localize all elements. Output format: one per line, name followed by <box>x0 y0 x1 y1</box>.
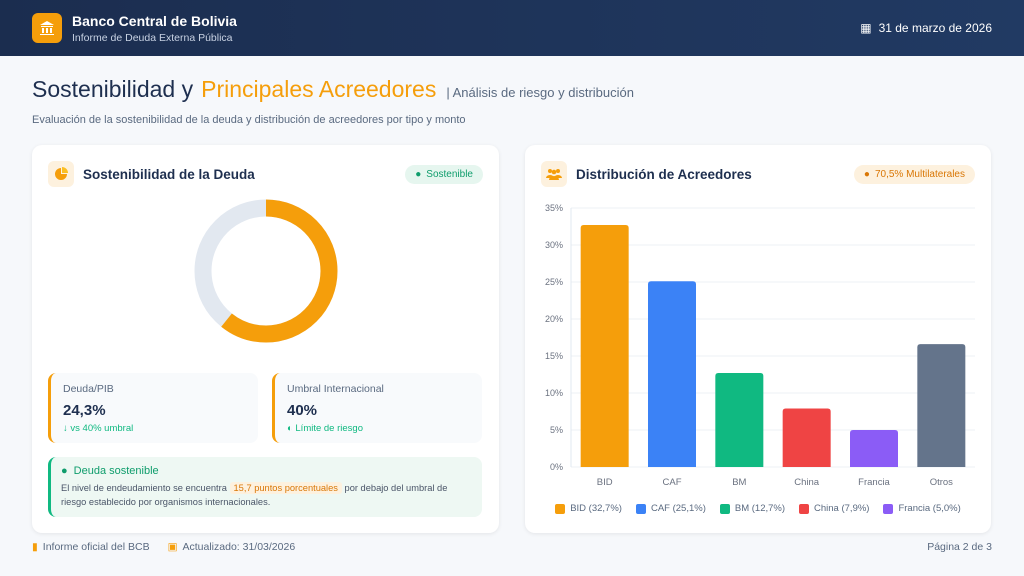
legend-item[interactable]: BID (32,7%) <box>555 503 622 514</box>
legend-item[interactable]: Francia (5,0%) <box>883 503 961 514</box>
sustainability-note: ● Deuda sostenible El nivel de endeudamie… <box>48 457 482 517</box>
document-icon: ▮ <box>32 541 38 553</box>
card-title: Distribución de Acreedores <box>576 166 752 182</box>
stat-label: Deuda/PIB <box>63 383 114 395</box>
page-subtitle: Evaluación de la sostenibilidad de la de… <box>32 114 466 126</box>
y-tick-label: 5% <box>550 425 563 435</box>
shield-icon: ◐ <box>287 423 296 434</box>
y-tick-label: 35% <box>545 203 563 213</box>
footer-updated: Actualizado: 31/03/2026 <box>182 541 296 553</box>
legend-item[interactable]: China (7,9%) <box>799 503 869 514</box>
chart-legend: BID (32,7%) CAF (25,1%) BM (12,7%) China (7… <box>525 503 991 514</box>
app-header: Banco Central de Bolivia Informe de Deuda… <box>0 0 1024 56</box>
x-tick-label: China <box>794 477 820 485</box>
note-title: Deuda sostenible <box>73 465 159 477</box>
legend-swatch <box>635 503 646 514</box>
x-tick-label: BID <box>597 477 613 485</box>
bank-icon <box>32 13 62 43</box>
creditors-card: Distribución de Acreedores ● 70,5% Multil… <box>525 145 991 533</box>
page-number: Página 2 de 3 <box>927 541 992 553</box>
calendar-check-icon: ▣ <box>167 541 178 553</box>
bar-francia <box>850 430 898 467</box>
x-tick-label: CAF <box>663 477 682 485</box>
stat-note: Límite de riesgo <box>295 423 363 434</box>
y-tick-label: 30% <box>545 240 563 250</box>
legend-swatch <box>719 503 730 514</box>
title-part-2: Principales Acreedores <box>201 76 437 102</box>
legend-label: BID (32,7%) <box>570 503 622 514</box>
legend-label: Francia (5,0%) <box>898 503 961 514</box>
sustainability-card: Sostenibilidad de la Deuda ● Sostenible D… <box>32 145 499 533</box>
legend-label: China (7,9%) <box>814 503 870 514</box>
y-tick-label: 10% <box>545 388 563 398</box>
legend-swatch <box>883 503 894 514</box>
stat-note: vs 40% umbral <box>70 423 134 434</box>
debt-donut <box>194 199 338 343</box>
stat-threshold: Umbral Internacional 40% ◐ Límite de riesg… <box>272 373 482 443</box>
bar-bid <box>580 225 629 467</box>
card-title: Sostenibilidad de la Deuda <box>83 166 255 182</box>
bank-name: Banco Central de Bolivia <box>72 12 237 29</box>
bar-china <box>782 408 831 467</box>
page-title: Sostenibilidad y Principales Acreedores | … <box>32 76 634 103</box>
legend-item[interactable]: CAF (25,1%) <box>635 503 706 514</box>
stat-label: Umbral Internacional <box>287 383 384 395</box>
x-tick-label: Otros <box>930 477 953 485</box>
check-circle-icon: ● <box>61 465 68 477</box>
y-tick-label: 0% <box>550 462 563 472</box>
bar-bm <box>715 373 764 467</box>
stat-value: 24,3% <box>63 402 106 419</box>
status-badge: ● Sostenible <box>405 164 483 184</box>
x-tick-label: Francia <box>858 477 890 485</box>
legend-swatch <box>799 503 810 514</box>
title-tagline: | Análisis de riesgo y distribución <box>446 85 634 100</box>
stat-debt-gdp: Deuda/PIB 24,3% ↓ vs 40% umbral <box>48 373 258 443</box>
bar-otros <box>917 344 966 467</box>
multilateral-badge: ● 70,5% Multilaterales <box>853 164 975 184</box>
pie-chart-icon <box>48 161 74 187</box>
title-part-1: Sostenibilidad y <box>32 76 194 102</box>
creditors-bar-chart: 0% 5% 10% 15% 20% 25% 30% 35% BID CAF BM China Franc… <box>545 203 975 485</box>
bar-caf <box>648 281 696 467</box>
stat-value: 40% <box>287 402 318 419</box>
note-text: por debajo del umbral de riesgo establec… <box>61 483 448 507</box>
legend-label: CAF (25,1%) <box>650 503 706 514</box>
users-icon <box>541 161 567 187</box>
donut-arc <box>194 199 338 343</box>
y-tick-label: 20% <box>545 314 563 324</box>
legend-swatch <box>555 503 566 514</box>
footer-source: Informe oficial del BCB <box>42 541 150 553</box>
footer: ▮ Informe oficial del BCB ▣ Actualizado: 3… <box>32 541 992 553</box>
y-tick-label: 15% <box>545 351 563 361</box>
calendar-icon: ▦ <box>860 21 872 35</box>
legend-item[interactable]: BM (12,7%) <box>719 503 786 514</box>
x-tick-label: BM <box>732 477 746 485</box>
note-text: El nivel de endeudamiento se encuentra <box>61 483 227 493</box>
legend-label: BM (12,7%) <box>734 503 786 514</box>
arrow-down-icon: ↓ <box>63 423 71 434</box>
report-date: 31 de marzo de 2026 <box>878 21 992 35</box>
check-circle-icon: ● <box>415 168 422 180</box>
note-highlight: 15,7 puntos porcentuales <box>229 482 342 494</box>
info-icon: ● <box>863 168 870 180</box>
y-tick-label: 25% <box>545 277 563 287</box>
report-name: Informe de Deuda Externa Pública <box>72 31 233 44</box>
